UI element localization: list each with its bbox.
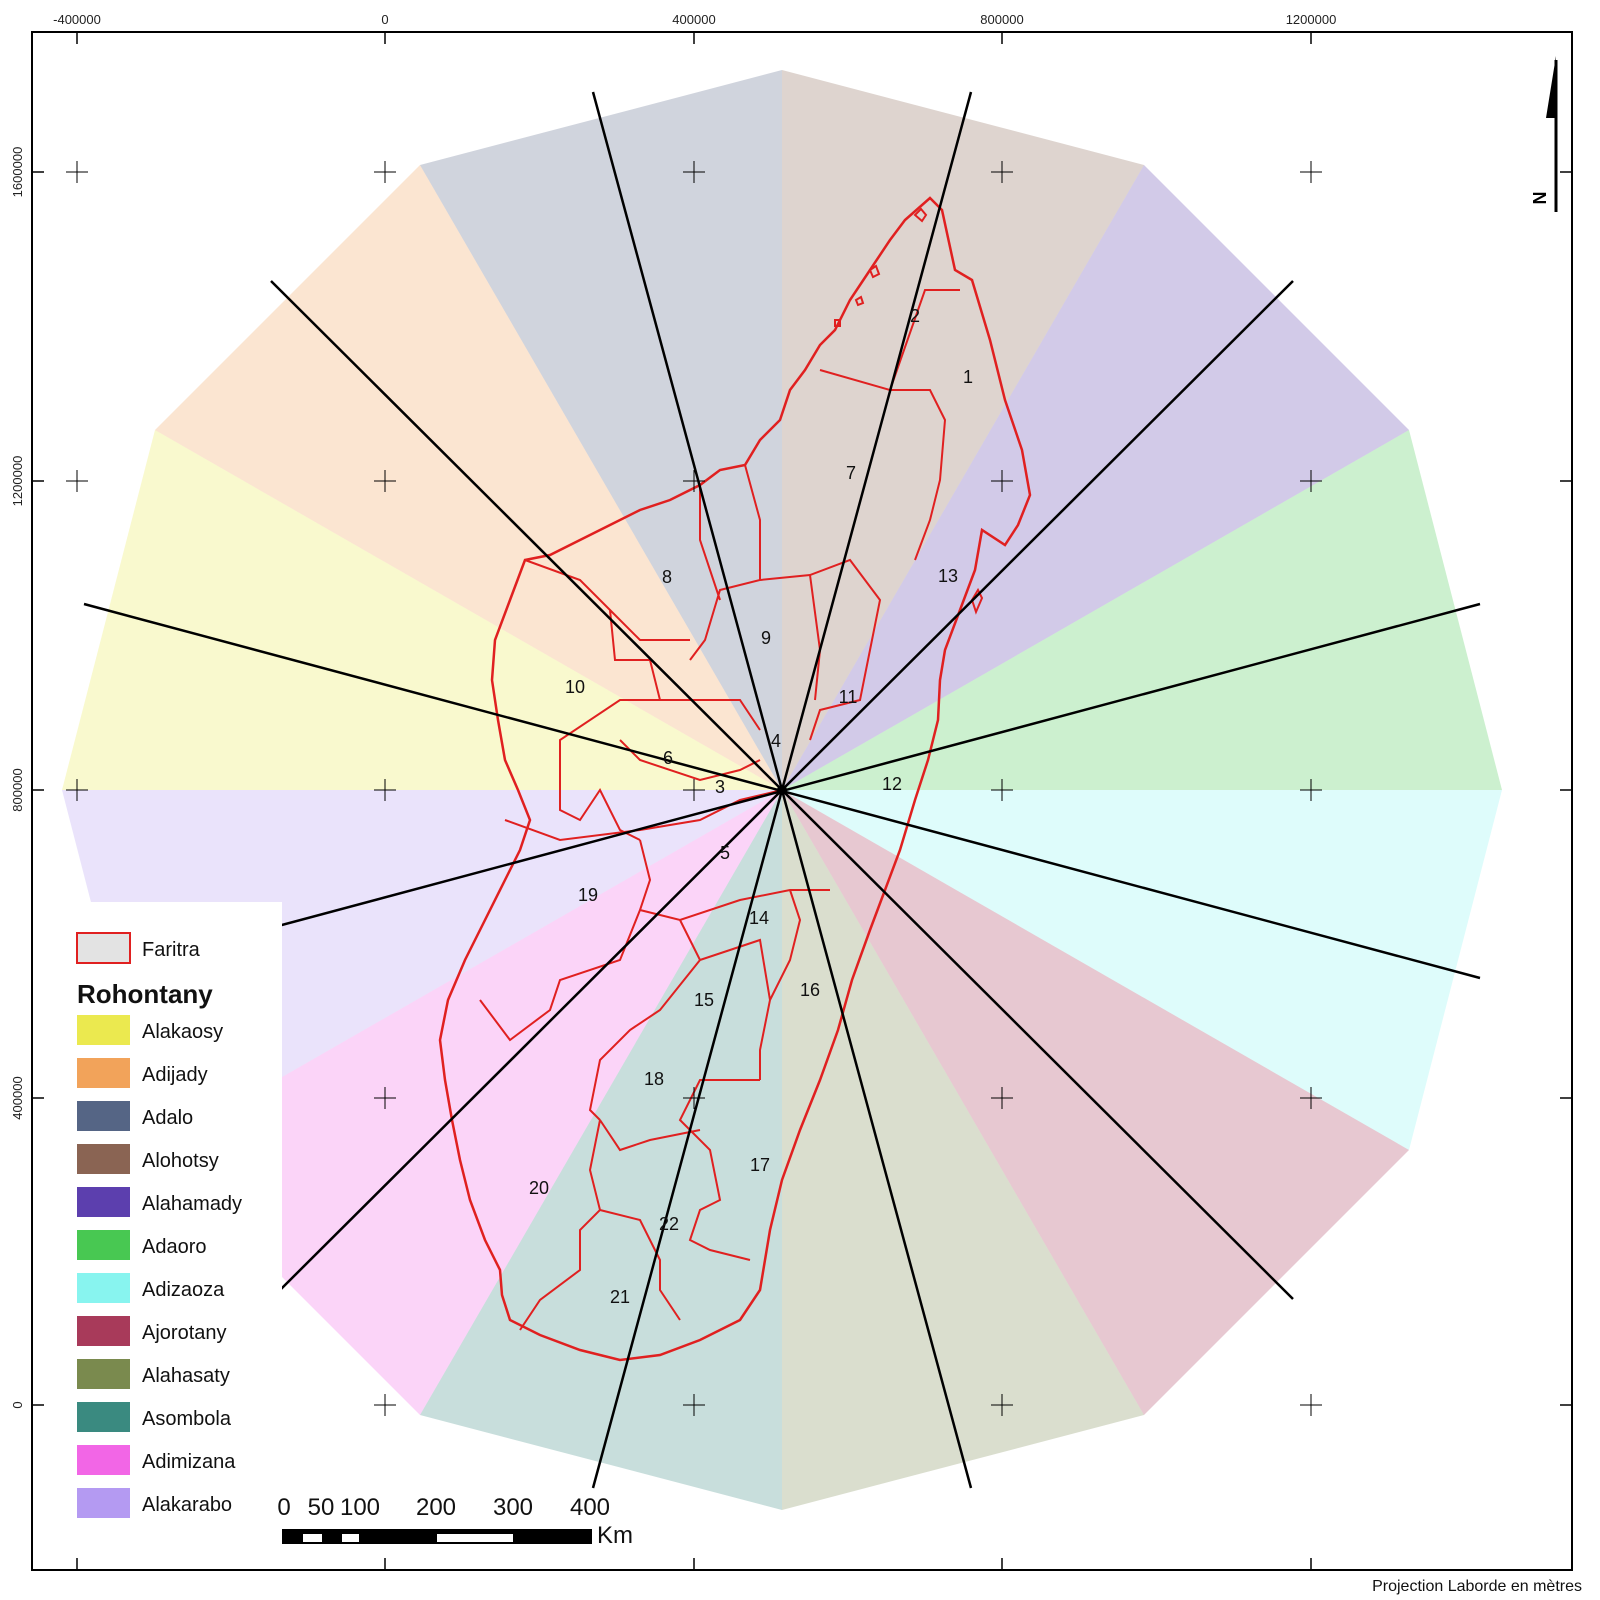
- x-tick-label: 0: [381, 12, 388, 27]
- region-label: 2: [910, 306, 920, 326]
- legend-swatch-adalo: [77, 1101, 130, 1131]
- y-tick-label: 400000: [10, 1076, 25, 1119]
- legend-items: Alakaosy Adijady Adalo Alohotsy Alahamady Ada…: [77, 1015, 242, 1518]
- region-label: 16: [800, 980, 820, 1000]
- edge-ticks: [32, 32, 1572, 1570]
- scale-label: 200: [416, 1494, 456, 1521]
- scale-label: 50: [308, 1494, 335, 1521]
- north-label: N: [1530, 192, 1550, 205]
- y-axis-left-labels: 1600000 1200000 800000 400000 0: [10, 147, 25, 1409]
- legend-label-adizaoza: Adizaoza: [142, 1279, 225, 1301]
- region-label: 14: [749, 908, 769, 928]
- legend-label-alakaosy: Alakaosy: [142, 1021, 223, 1043]
- region-labels: 1 2 3 4 5 6 7 8 9 10 11 12 13 14 15 16 1…: [529, 306, 973, 1307]
- region-label: 9: [761, 628, 771, 648]
- legend-swatch-alahasaty: [77, 1359, 130, 1389]
- legend-swatch-ajorotany: [77, 1316, 130, 1346]
- region-label: 6: [663, 748, 673, 768]
- sector-adaoro: [782, 430, 1502, 790]
- y-tick-label: 1600000: [10, 147, 25, 198]
- region-label: 11: [839, 687, 858, 707]
- region-label: 12: [882, 774, 902, 794]
- legend-label-alohotsy: Alohotsy: [142, 1150, 219, 1172]
- region-label: 22: [659, 1214, 679, 1234]
- y-tick-label: 1200000: [10, 456, 25, 507]
- legend-swatch-adaoro: [77, 1230, 130, 1260]
- legend-label-ajorotany: Ajorotany: [142, 1322, 227, 1344]
- region-label: 17: [750, 1155, 770, 1175]
- legend-background: [62, 902, 282, 1540]
- legend-swatch-alakaosy: [77, 1015, 130, 1045]
- small-islands: [834, 207, 984, 615]
- north-arrow-head: [1546, 56, 1556, 118]
- scale-bar-segment: [513, 1530, 591, 1543]
- scale-bar: 0 50 100 200 300 400 Km: [277, 1494, 633, 1549]
- region-label: 7: [846, 463, 856, 483]
- map-frame: [31, 31, 1573, 1571]
- x-tick-label: 800000: [980, 12, 1023, 27]
- x-tick-label: 1200000: [1286, 12, 1337, 27]
- legend-swatch-adizaoza: [77, 1273, 130, 1303]
- legend-swatch-adimizana: [77, 1445, 130, 1475]
- sector-adizaoza: [782, 790, 1502, 1150]
- region-label: 21: [610, 1287, 630, 1307]
- legend-swatch-alohotsy: [77, 1144, 130, 1174]
- scale-label: 300: [493, 1494, 533, 1521]
- sector-alohotsy: [782, 70, 1144, 790]
- projection-note: Projection Laborde en mètres: [1372, 1578, 1582, 1595]
- legend-swatch-alahamady: [77, 1187, 130, 1217]
- madagascar-outline: [438, 196, 1032, 1362]
- x-tick-label: 400000: [672, 12, 715, 27]
- region-label: 15: [694, 990, 714, 1010]
- region-label: 8: [662, 567, 672, 587]
- region-label: 4: [771, 731, 781, 751]
- legend-label-alakarabo: Alakarabo: [142, 1494, 232, 1516]
- region-label: 5: [720, 843, 730, 863]
- legend-label-adijady: Adijady: [142, 1064, 208, 1086]
- x-tick-label: -400000: [53, 12, 101, 27]
- legend-label-adimizana: Adimizana: [142, 1451, 236, 1473]
- region-label: 3: [715, 777, 725, 797]
- legend-label-alahamady: Alahamady: [142, 1193, 242, 1215]
- map-center-point: [777, 785, 787, 795]
- legend-swatch-alakarabo: [77, 1488, 130, 1518]
- legend-boundary-label: Faritra: [142, 939, 201, 961]
- region-label: 20: [529, 1178, 549, 1198]
- region-label: 13: [938, 566, 958, 586]
- legend-title: Rohontany: [77, 979, 213, 1009]
- region-label: 19: [578, 885, 598, 905]
- sector-alakaosy: [62, 430, 782, 790]
- sector-adalo: [420, 70, 782, 790]
- legend-label-adaoro: Adaoro: [142, 1236, 207, 1258]
- island-outline: [438, 196, 1032, 1362]
- region-label: 18: [644, 1069, 664, 1089]
- scale-label: 100: [340, 1494, 380, 1521]
- scale-label: 0: [277, 1494, 290, 1521]
- region-label: 1: [963, 367, 973, 387]
- scale-label: 400: [570, 1494, 610, 1521]
- legend-swatch-adijady: [77, 1058, 130, 1088]
- legend: Faritra Rohontany AlakaosyAdijadyAdaloAl…: [62, 902, 282, 1540]
- legend-label-adalo: Adalo: [142, 1107, 193, 1129]
- north-arrow: N: [1530, 56, 1558, 212]
- sector-alahasaty: [782, 790, 1144, 1510]
- x-axis-top-labels: -400000 0 400000 800000 1200000: [53, 12, 1336, 27]
- scale-bar-segment: [359, 1530, 437, 1543]
- legend-label-asombola: Asombola: [142, 1408, 232, 1430]
- y-tick-label: 800000: [10, 768, 25, 811]
- legend-swatch-asombola: [77, 1402, 130, 1432]
- legend-boundary-swatch: [76, 932, 131, 964]
- scale-unit: Km: [597, 1522, 633, 1549]
- y-tick-label: 0: [10, 1401, 25, 1408]
- legend-label-alahasaty: Alahasaty: [142, 1365, 230, 1387]
- region-boundaries: [479, 289, 960, 1331]
- region-label: 10: [565, 677, 585, 697]
